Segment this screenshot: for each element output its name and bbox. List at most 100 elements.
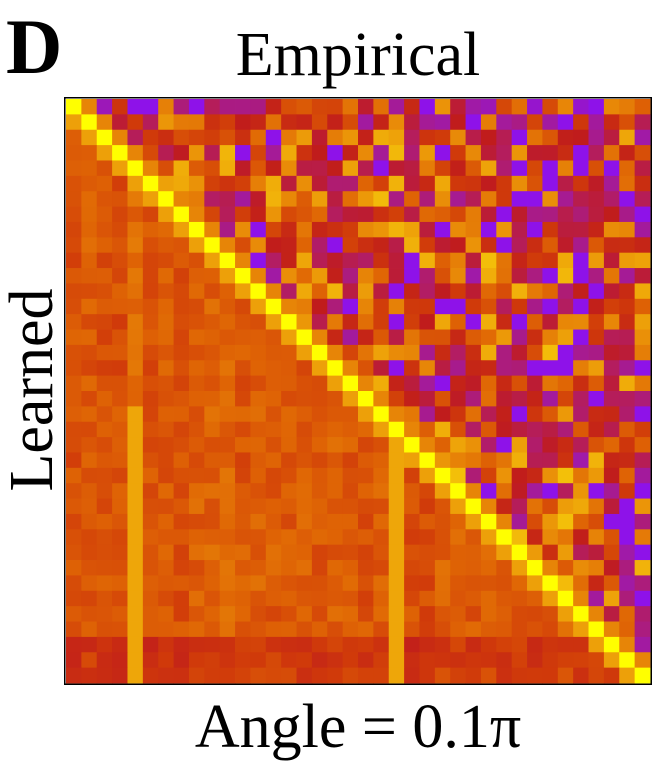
heatmap-cell bbox=[634, 606, 651, 622]
heatmap-cell bbox=[342, 513, 359, 530]
heatmap-cell bbox=[296, 329, 313, 346]
heatmap-cell bbox=[573, 314, 589, 330]
heatmap-cell bbox=[96, 529, 113, 546]
heatmap-cell bbox=[603, 421, 620, 438]
heatmap-cell bbox=[419, 221, 436, 238]
heatmap-cell bbox=[96, 329, 113, 346]
heatmap-cell bbox=[235, 145, 251, 161]
heatmap-cell bbox=[96, 252, 113, 269]
heatmap-cell bbox=[527, 590, 543, 607]
heatmap-cell bbox=[527, 344, 543, 361]
heatmap-cell bbox=[404, 421, 420, 438]
heatmap-cell bbox=[265, 221, 282, 238]
heatmap-cell bbox=[158, 529, 174, 546]
heatmap-cell bbox=[219, 237, 236, 254]
heatmap-cell bbox=[281, 206, 297, 223]
heatmap-cell bbox=[342, 621, 359, 638]
heatmap-cell bbox=[450, 160, 466, 177]
heatmap-cell bbox=[404, 375, 420, 392]
heatmap-cell bbox=[173, 652, 190, 669]
heatmap-cell bbox=[296, 636, 313, 653]
heatmap-cell bbox=[342, 206, 359, 223]
heatmap-cell bbox=[296, 145, 313, 161]
heatmap-cell bbox=[66, 283, 82, 300]
heatmap-cell bbox=[112, 636, 128, 653]
heatmap-cell bbox=[603, 652, 620, 669]
heatmap-cell bbox=[204, 283, 221, 300]
heatmap-cell bbox=[281, 575, 297, 592]
heatmap-cell bbox=[296, 375, 313, 392]
heatmap-cell bbox=[66, 175, 82, 192]
heatmap-cell bbox=[573, 298, 589, 315]
heatmap-cell bbox=[96, 606, 113, 622]
heatmap-cell bbox=[127, 606, 144, 622]
heatmap-cell bbox=[342, 360, 359, 377]
heatmap-cell bbox=[527, 483, 543, 499]
heatmap-cell bbox=[127, 145, 144, 161]
heatmap-cell bbox=[96, 375, 113, 392]
heatmap-cell bbox=[450, 391, 466, 407]
heatmap-cell bbox=[327, 391, 344, 407]
heatmap-cell bbox=[265, 667, 282, 684]
heatmap-cell bbox=[265, 237, 282, 254]
heatmap-cell bbox=[81, 636, 98, 653]
heatmap-cell bbox=[250, 560, 267, 576]
heatmap-cell bbox=[235, 421, 251, 438]
heatmap-cell bbox=[496, 421, 513, 438]
heatmap-cell bbox=[358, 99, 374, 115]
heatmap-cell bbox=[188, 452, 205, 469]
heatmap-cell bbox=[619, 145, 636, 161]
heatmap-cell bbox=[511, 621, 528, 638]
heatmap-cell bbox=[142, 667, 159, 684]
heatmap-cell bbox=[557, 437, 574, 453]
heatmap-cell bbox=[388, 483, 405, 499]
heatmap-cell bbox=[112, 437, 128, 453]
heatmap-cell bbox=[250, 652, 267, 669]
heatmap-cell bbox=[404, 221, 420, 238]
heatmap-cell bbox=[634, 283, 651, 300]
heatmap-cell bbox=[480, 375, 497, 392]
heatmap-cell bbox=[527, 498, 543, 515]
heatmap-cell bbox=[219, 221, 236, 238]
heatmap-cell bbox=[434, 529, 451, 546]
heatmap-cell bbox=[127, 437, 144, 453]
heatmap-cell bbox=[511, 437, 528, 453]
heatmap-cell bbox=[373, 129, 390, 146]
heatmap-cell bbox=[465, 544, 482, 561]
heatmap-cell bbox=[235, 467, 251, 484]
heatmap-cell bbox=[204, 498, 221, 515]
heatmap-cell bbox=[265, 99, 282, 115]
heatmap-cell bbox=[327, 145, 344, 161]
heatmap-cell bbox=[573, 129, 589, 146]
heatmap-cell bbox=[511, 406, 528, 423]
heatmap-cell bbox=[404, 406, 420, 423]
heatmap-cell bbox=[373, 206, 390, 223]
heatmap-cell bbox=[327, 375, 344, 392]
heatmap-cell bbox=[173, 129, 190, 146]
heatmap-cell bbox=[511, 175, 528, 192]
heatmap-cell bbox=[404, 344, 420, 361]
heatmap-cell bbox=[342, 636, 359, 653]
heatmap-cell bbox=[419, 621, 436, 638]
heatmap-cell bbox=[388, 360, 405, 377]
heatmap-cell bbox=[219, 467, 236, 484]
heatmap-cell bbox=[388, 406, 405, 423]
heatmap-cell bbox=[96, 99, 113, 115]
heatmap-cell bbox=[588, 344, 605, 361]
heatmap-cell bbox=[496, 129, 513, 146]
heatmap-cell bbox=[188, 590, 205, 607]
heatmap-cell bbox=[281, 175, 297, 192]
heatmap-cell bbox=[358, 513, 374, 530]
heatmap-cell bbox=[373, 344, 390, 361]
heatmap-cell bbox=[434, 160, 451, 177]
heatmap-cell bbox=[603, 175, 620, 192]
heatmap-cell bbox=[480, 344, 497, 361]
heatmap-cell bbox=[542, 575, 559, 592]
heatmap-cell bbox=[311, 375, 328, 392]
heatmap-cell bbox=[603, 206, 620, 223]
heatmap-cell bbox=[496, 114, 513, 131]
heatmap-cell bbox=[188, 145, 205, 161]
heatmap-cell bbox=[342, 99, 359, 115]
heatmap-cell bbox=[188, 498, 205, 515]
heatmap-cell bbox=[511, 252, 528, 269]
